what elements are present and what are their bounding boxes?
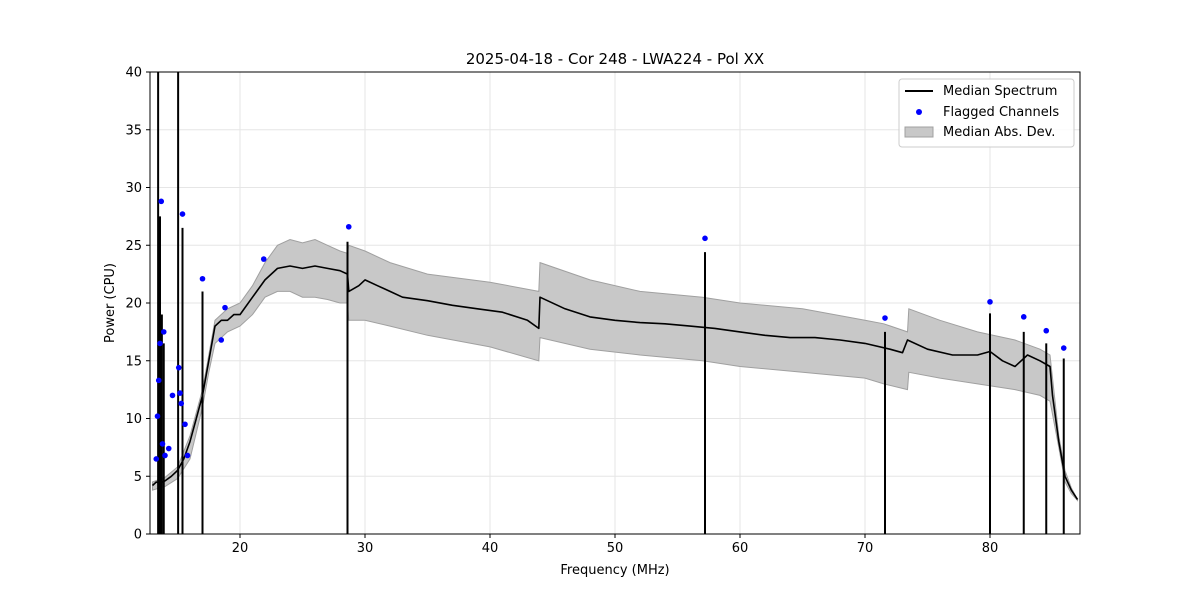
flagged-channel-point bbox=[165, 445, 172, 452]
y-axis: 0 5 10 15 20 25 30 35 40 bbox=[125, 66, 150, 543]
x-axis: 20 30 40 50 60 70 80 bbox=[232, 534, 999, 556]
flagged-channel-point bbox=[182, 421, 188, 428]
chart-title: 2025-04-18 - Cor 248 - LWA224 - Pol XX bbox=[466, 50, 764, 68]
flagged-channel-point bbox=[1060, 345, 1067, 351]
flagged-channel-point bbox=[160, 329, 167, 335]
x-tick-label: 30 bbox=[357, 541, 374, 556]
y-tick-label: 40 bbox=[125, 66, 142, 81]
x-tick-label: 50 bbox=[607, 541, 624, 556]
x-axis-label: Frequency (MHz) bbox=[560, 563, 669, 578]
y-tick-label: 15 bbox=[125, 354, 142, 369]
y-tick-label: 30 bbox=[125, 181, 142, 196]
x-tick-label: 60 bbox=[732, 541, 749, 556]
y-tick-label: 20 bbox=[125, 297, 142, 312]
flagged-channel-point bbox=[987, 299, 993, 305]
flagged-channel-point bbox=[177, 390, 183, 396]
y-tick-label: 10 bbox=[125, 412, 142, 427]
flagged-channel-point bbox=[153, 456, 160, 462]
flagged-channel-point bbox=[157, 340, 163, 347]
flagged-channel-point bbox=[178, 400, 185, 407]
flagged-channel-point bbox=[199, 275, 206, 282]
flagged-channel-point bbox=[162, 452, 168, 459]
legend-median-label: Median Spectrum bbox=[943, 84, 1057, 99]
flagged-channel-point bbox=[169, 392, 176, 399]
legend-mad-swatch bbox=[904, 126, 934, 138]
mad-band bbox=[152, 238, 1078, 502]
flagged-channel-point bbox=[184, 452, 191, 459]
x-tick-label: 40 bbox=[482, 541, 499, 556]
median-spectrum-line bbox=[151, 265, 1079, 500]
flagged-channel-point bbox=[155, 377, 162, 384]
y-tick-label: 0 bbox=[134, 528, 142, 543]
y-tick-label: 25 bbox=[125, 239, 142, 254]
flagged-channel-point bbox=[1043, 327, 1050, 334]
flagged-channel-point bbox=[154, 413, 161, 419]
legend-flagged-label: Flagged Channels bbox=[943, 105, 1059, 120]
plot-area bbox=[151, 72, 1079, 534]
legend: Median Spectrum Flagged Channels Median … bbox=[898, 78, 1075, 148]
flagged-channel-point bbox=[158, 198, 165, 205]
x-tick-label: 20 bbox=[232, 541, 249, 556]
flagged-channel-point bbox=[175, 364, 182, 371]
y-tick-label: 5 bbox=[134, 470, 142, 485]
x-tick-label: 70 bbox=[857, 541, 874, 556]
legend-mad-label: Median Abs. Dev. bbox=[943, 125, 1055, 140]
y-tick-label: 35 bbox=[125, 123, 142, 138]
legend-flagged-swatch bbox=[916, 109, 922, 115]
flagged-channel-point bbox=[345, 223, 352, 230]
flagged-channel-point bbox=[159, 441, 166, 447]
legend-box bbox=[898, 78, 1075, 148]
flagged-channel-point bbox=[1020, 314, 1027, 320]
flagged-channel-point bbox=[218, 337, 225, 343]
flagged-channel-point bbox=[882, 315, 888, 321]
flagged-channel-point bbox=[179, 211, 186, 217]
flagged-channel-point bbox=[260, 256, 267, 262]
flagged-channel-point bbox=[222, 304, 228, 311]
x-tick-label: 80 bbox=[982, 541, 999, 556]
flagged-channel-point bbox=[702, 235, 708, 242]
y-axis-label: Power (CPU) bbox=[103, 263, 118, 343]
